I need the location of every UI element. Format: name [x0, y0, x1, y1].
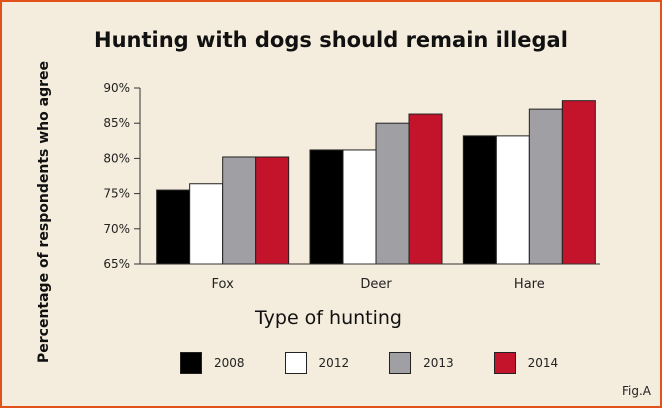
bar-deer-2013 — [375, 122, 410, 265]
chart-title: Hunting with dogs should remain illegal — [94, 28, 568, 52]
bar-deer-2014 — [408, 113, 443, 265]
legend-item-2012: 2012 — [284, 352, 350, 374]
bar-hare-2012 — [495, 135, 530, 265]
bar-hare-2014 — [561, 100, 596, 265]
legend-item-2013: 2013 — [389, 352, 454, 374]
legend-swatch-2008 — [180, 352, 202, 374]
x-tick-label: Hare — [514, 277, 545, 292]
y-tick-label: 75% — [103, 187, 130, 201]
legend-label-2012: 2012 — [318, 356, 350, 370]
legend-item-2008: 2008 — [180, 352, 245, 374]
x-tick-label: Deer — [360, 277, 392, 292]
x-axis-label: Type of hunting — [255, 307, 402, 329]
legend-label-2008: 2008 — [214, 356, 245, 370]
y-tick-label: 80% — [103, 151, 130, 165]
legend-label-2014: 2014 — [527, 356, 559, 370]
figure-label: Fig.A — [622, 384, 652, 398]
x-tick-label: Fox — [212, 277, 235, 292]
bar-fox-2012 — [189, 183, 224, 265]
bar-fox-2014 — [255, 156, 290, 265]
legend-label-2013: 2013 — [423, 356, 454, 370]
legend-item-2014: 2014 — [493, 352, 559, 374]
bar-fox-2013 — [222, 156, 257, 265]
bar-deer-2008 — [309, 149, 344, 265]
legend-swatch-2012 — [284, 352, 307, 374]
y-tick-label: 85% — [103, 116, 130, 130]
y-tick-label: 90% — [103, 81, 130, 95]
bar-fox-2008 — [156, 189, 191, 265]
bar-deer-2012 — [342, 149, 377, 265]
legend-swatch-2014 — [493, 352, 516, 374]
bar-hare-2013 — [528, 108, 563, 265]
bar-hare-2008 — [462, 135, 497, 265]
y-tick-label: 70% — [103, 222, 130, 236]
legend: 2008 2012 2013 2014 — [180, 352, 598, 374]
legend-swatch-2013 — [389, 352, 412, 374]
y-tick-label: 65% — [103, 257, 130, 271]
